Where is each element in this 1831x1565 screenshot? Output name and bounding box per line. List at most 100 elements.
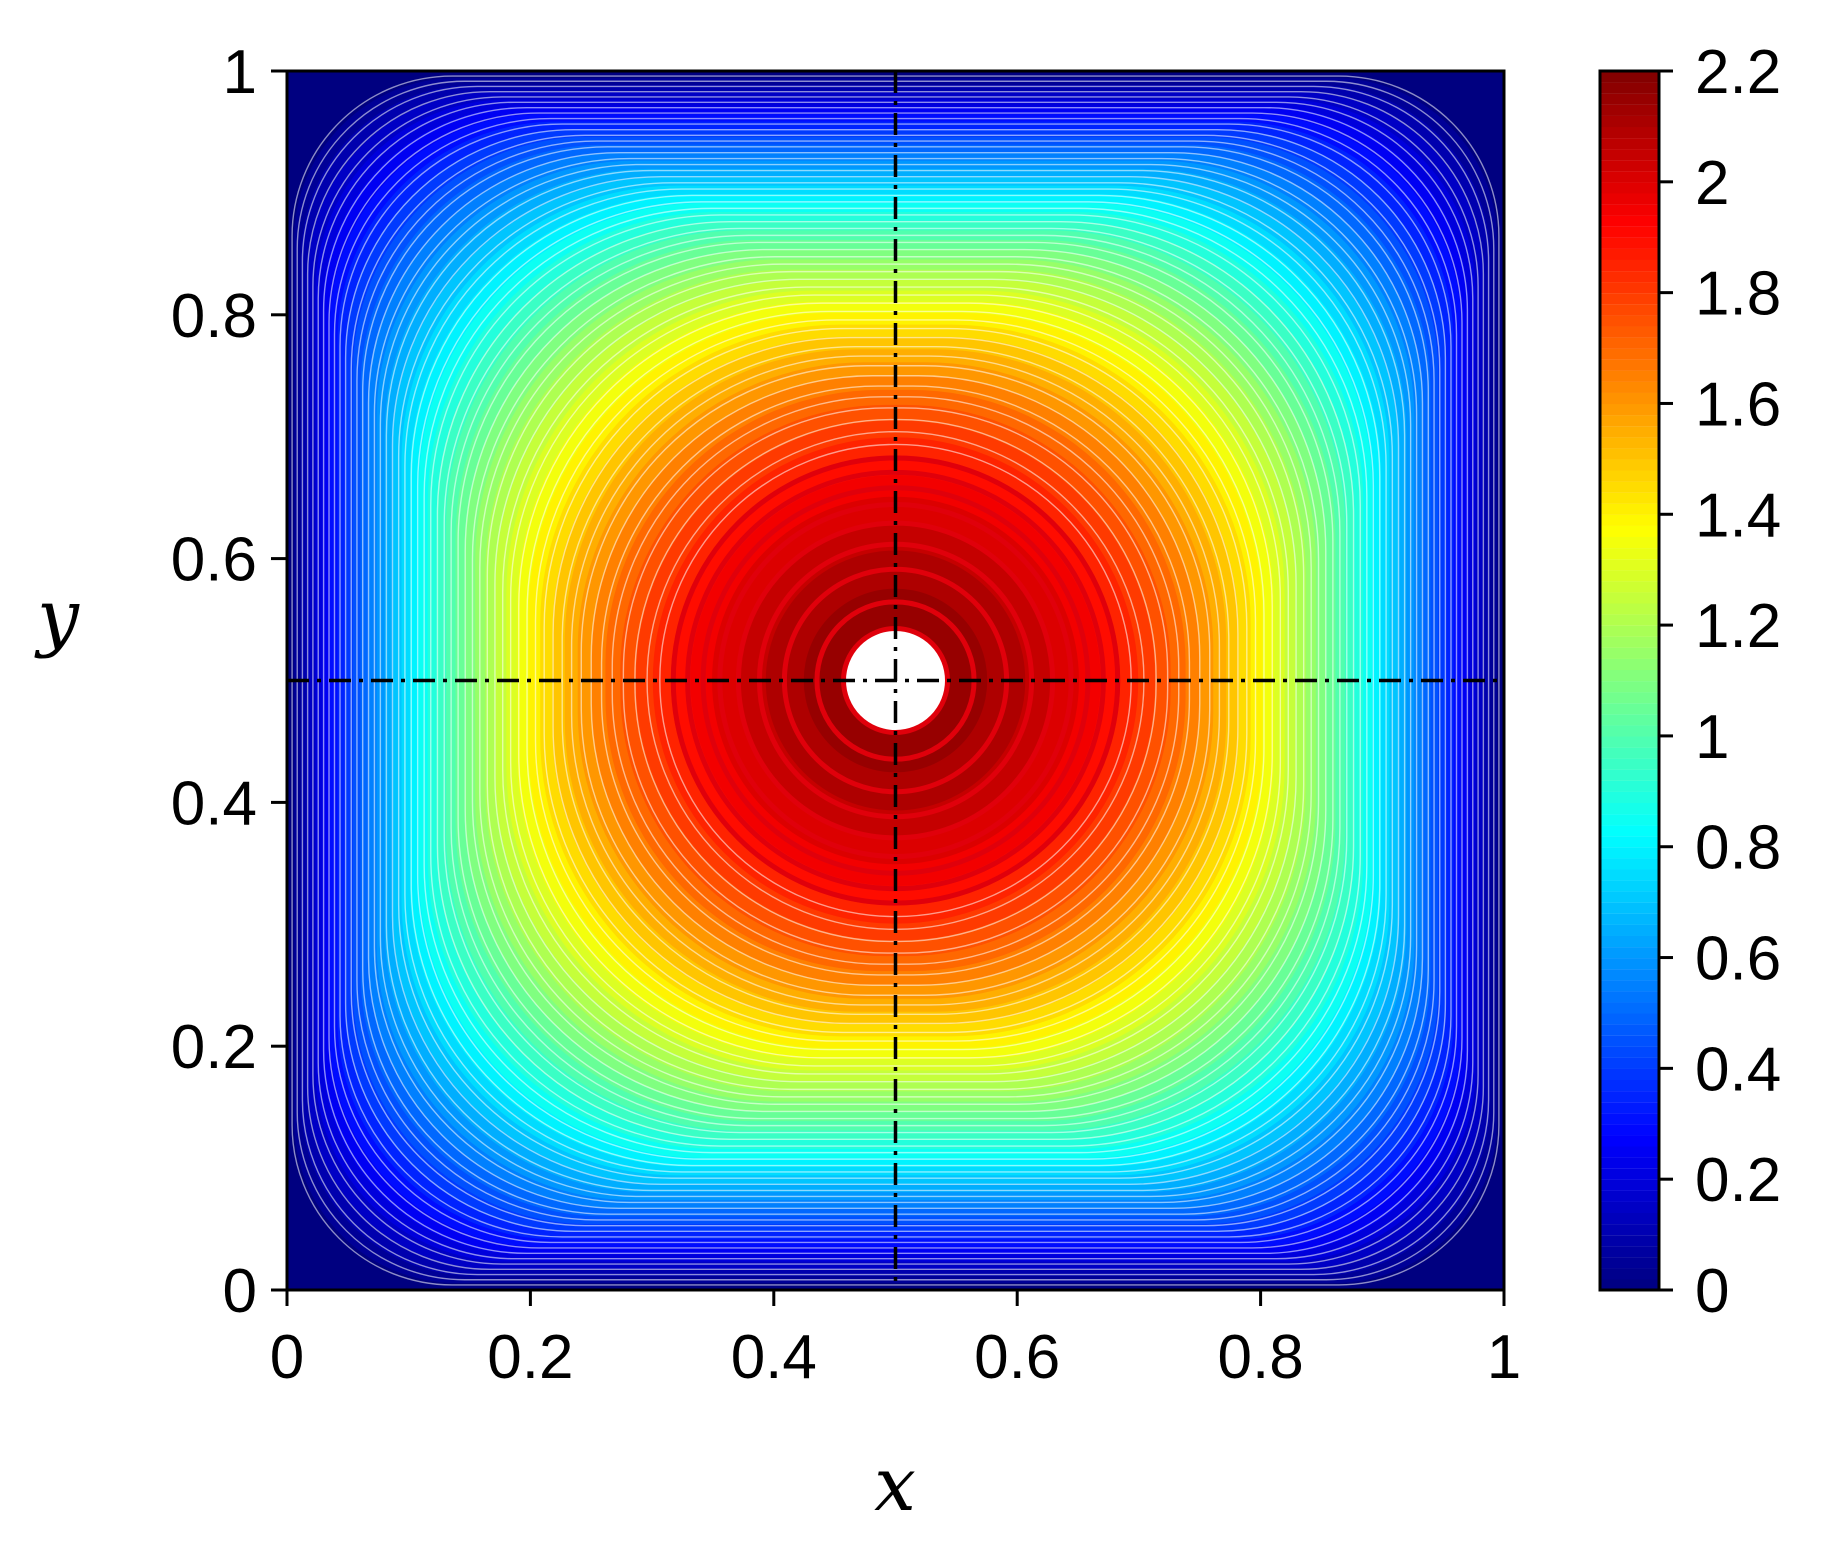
plot-frame bbox=[285, 69, 1506, 1292]
colorbar-band bbox=[1600, 503, 1659, 515]
colorbar-band bbox=[1600, 1145, 1659, 1158]
x-tick-label: 1 bbox=[1487, 1323, 1521, 1392]
colorbar-band bbox=[1600, 602, 1659, 615]
colorbar-tick-label: 0.4 bbox=[1695, 1035, 1781, 1104]
x-axis: 0 0.2 0.4 0.6 0.8 1 bbox=[270, 1290, 1521, 1392]
plot-area bbox=[285, 69, 1506, 1292]
colorbar-band bbox=[1600, 192, 1659, 205]
colorbar-band bbox=[1600, 1157, 1659, 1169]
colorbar-band bbox=[1600, 769, 1659, 781]
colorbar-tick-label: 2.2 bbox=[1695, 38, 1781, 107]
colorbar-band bbox=[1600, 580, 1659, 593]
colorbar-band bbox=[1600, 1035, 1659, 1047]
colorbar-band bbox=[1600, 824, 1659, 837]
colorbar-band bbox=[1600, 591, 1659, 604]
colorbar-band bbox=[1600, 879, 1659, 892]
y-tick-label: 0.4 bbox=[171, 769, 257, 838]
colorbar-band bbox=[1600, 436, 1659, 449]
colorbar-band bbox=[1600, 281, 1659, 294]
colorbar-band bbox=[1600, 126, 1659, 139]
colorbar-band bbox=[1600, 203, 1659, 216]
colorbar-band bbox=[1600, 248, 1659, 260]
colorbar-band bbox=[1600, 1168, 1659, 1180]
colorbar-band bbox=[1600, 1212, 1659, 1225]
colorbar-band bbox=[1600, 680, 1659, 693]
colorbar-band bbox=[1600, 348, 1659, 360]
colorbar-band bbox=[1600, 1190, 1659, 1202]
colorbar-band bbox=[1600, 82, 1659, 94]
colorbar-tick-label: 1.4 bbox=[1695, 481, 1781, 550]
colorbar-band bbox=[1600, 1068, 1659, 1081]
colorbar-band bbox=[1600, 713, 1659, 726]
y-tick-label: 1 bbox=[223, 38, 257, 107]
colorbar-band bbox=[1600, 990, 1659, 1003]
x-axis-label: x bbox=[874, 1442, 916, 1528]
colorbar-band bbox=[1600, 514, 1659, 526]
colorbar-band bbox=[1600, 924, 1659, 936]
colorbar-band bbox=[1600, 569, 1659, 582]
colorbar-tick-label: 1 bbox=[1695, 703, 1729, 772]
colorbar-band bbox=[1600, 1012, 1659, 1025]
colorbar-band bbox=[1600, 902, 1659, 914]
colorbar-tick-label: 0.6 bbox=[1695, 925, 1781, 994]
y-axis-label: y bbox=[34, 574, 80, 660]
colorbar-band bbox=[1600, 115, 1659, 128]
colorbar-band bbox=[1600, 336, 1659, 349]
colorbar-band bbox=[1600, 669, 1659, 682]
colorbar-band bbox=[1600, 270, 1659, 283]
colorbar-band bbox=[1600, 1090, 1659, 1103]
colorbar-band bbox=[1600, 425, 1659, 438]
colorbar-band bbox=[1600, 469, 1659, 482]
colorbar-band bbox=[1600, 791, 1659, 803]
colorbar-band bbox=[1600, 137, 1659, 150]
colorbar-tick-label: 1.6 bbox=[1695, 370, 1781, 439]
colorbar-band bbox=[1600, 492, 1659, 504]
colorbar-band bbox=[1600, 780, 1659, 792]
colorbar-tick-label: 0.2 bbox=[1695, 1146, 1781, 1215]
colorbar-band bbox=[1600, 148, 1659, 161]
colorbar-tick-label: 2 bbox=[1695, 149, 1729, 218]
colorbar-band bbox=[1600, 237, 1659, 249]
colorbar-band bbox=[1600, 1256, 1659, 1269]
colorbar-band bbox=[1600, 735, 1659, 748]
colorbar-band bbox=[1600, 746, 1659, 759]
colorbar-tick-label: 0.8 bbox=[1695, 814, 1781, 883]
colorbar-tick-label: 0 bbox=[1695, 1257, 1729, 1326]
colorbar-band bbox=[1600, 1079, 1659, 1092]
reference-lines bbox=[287, 71, 1504, 1290]
colorbar-band bbox=[1600, 758, 1659, 770]
colorbar-band bbox=[1600, 1245, 1659, 1258]
colorbar-band bbox=[1600, 868, 1659, 881]
colorbar-band bbox=[1600, 325, 1659, 338]
colorbar-band bbox=[1600, 846, 1659, 859]
colorbar-band bbox=[1600, 1223, 1659, 1236]
colorbar-band bbox=[1600, 935, 1659, 948]
colorbar-band bbox=[1600, 979, 1659, 992]
colorbar-band bbox=[1600, 702, 1659, 715]
colorbar-band bbox=[1600, 614, 1659, 626]
colorbar-band bbox=[1600, 1234, 1659, 1247]
colorbar-band bbox=[1600, 215, 1659, 227]
colorbar-band bbox=[1600, 370, 1659, 382]
colorbar-tick-label: 1.8 bbox=[1695, 260, 1781, 329]
colorbar-band bbox=[1600, 658, 1659, 671]
colorbar-band bbox=[1600, 1112, 1659, 1125]
colorbar-band bbox=[1600, 259, 1659, 272]
colorbar-frame bbox=[1598, 69, 1661, 1292]
colorbar-band bbox=[1600, 93, 1659, 105]
colorbar-band bbox=[1600, 835, 1659, 848]
colorbar-band bbox=[1600, 957, 1659, 970]
colorbar-tick-label: 1.2 bbox=[1695, 592, 1781, 661]
colorbar-band bbox=[1600, 891, 1659, 903]
colorbar-band bbox=[1600, 1024, 1659, 1036]
colorbar-band bbox=[1600, 1046, 1659, 1058]
y-tick-label: 0.8 bbox=[171, 282, 257, 351]
colorbar-band bbox=[1600, 724, 1659, 737]
colorbar-band bbox=[1600, 1057, 1659, 1069]
y-axis: 0 0.2 0.4 0.6 0.8 1 bbox=[171, 38, 287, 1326]
colorbar-band bbox=[1600, 226, 1659, 238]
colorbar-band bbox=[1600, 1123, 1659, 1136]
colorbar-band bbox=[1600, 303, 1659, 316]
colorbar-band bbox=[1600, 159, 1659, 172]
